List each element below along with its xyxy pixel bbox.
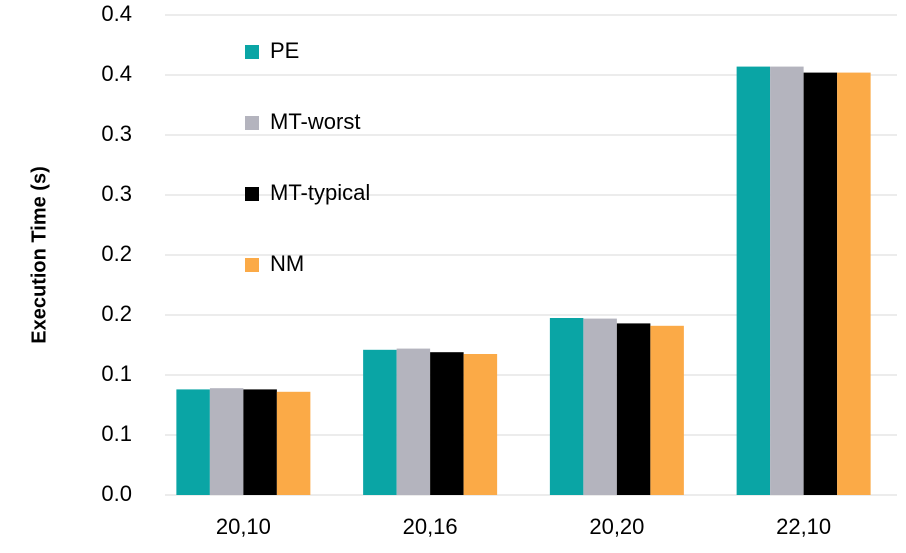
x-tick-label: 20,10: [216, 514, 271, 539]
bar: [650, 325, 684, 495]
y-tick-label: 0.1: [101, 421, 132, 446]
legend-label: MT-typical: [270, 180, 370, 205]
y-tick-label: 0.4: [101, 1, 132, 26]
bar: [243, 389, 277, 495]
y-tick-label: 0.3: [101, 181, 132, 206]
legend-swatch: [245, 45, 259, 59]
bar: [396, 348, 431, 495]
legend-label: MT-worst: [270, 109, 360, 134]
bar: [430, 352, 464, 495]
legend-swatch: [245, 187, 259, 201]
y-tick-label: 0.0: [101, 481, 132, 506]
bar: [176, 389, 210, 495]
bar: [209, 388, 244, 495]
legend-label: PE: [270, 38, 299, 63]
x-tick-label: 20,16: [403, 514, 458, 539]
bar: [803, 72, 838, 495]
y-tick-label: 0.4: [101, 61, 132, 86]
legend-swatch: [245, 116, 259, 130]
bar: [736, 66, 771, 495]
y-tick-label: 0.2: [101, 301, 132, 326]
bar: [583, 318, 617, 495]
legend-label: NM: [270, 251, 304, 276]
bar: [616, 323, 651, 495]
bar: [363, 349, 397, 495]
bar: [276, 391, 311, 495]
y-tick-label: 0.1: [101, 361, 132, 386]
bar: [770, 66, 804, 495]
y-tick-label: 0.2: [101, 241, 132, 266]
y-tick-label: 0.3: [101, 121, 132, 146]
bar: [549, 318, 584, 495]
bar: [837, 72, 871, 495]
x-tick-label: 22,10: [776, 514, 831, 539]
x-tick-label: 20,20: [589, 514, 644, 539]
legend-swatch: [245, 258, 259, 272]
bar: [463, 354, 498, 495]
y-axis-label: Execution Time (s): [28, 166, 50, 343]
